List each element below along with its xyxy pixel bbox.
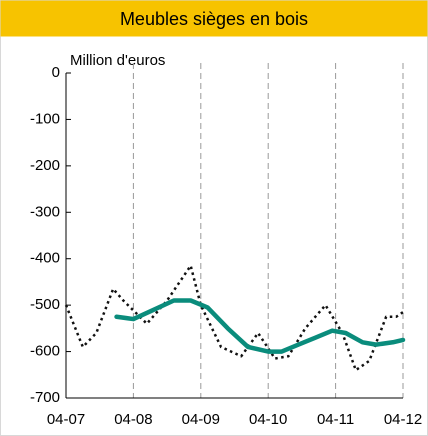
y-tick-label: 0 <box>52 64 60 81</box>
y-axis-label: Million d'euros <box>70 52 165 69</box>
title-bar <box>0 0 428 37</box>
chart-title: Meubles sièges en bois <box>120 9 308 29</box>
x-tick-label: 04-12 <box>384 411 422 428</box>
series-line <box>114 298 406 354</box>
y-tick-label: -400 <box>30 250 60 267</box>
y-tick-label: -500 <box>30 296 60 313</box>
x-tick-label: 04-07 <box>47 411 85 428</box>
x-tick-label: 04-11 <box>317 411 354 428</box>
y-tick-label: -300 <box>30 203 60 220</box>
y-tick-label: -700 <box>30 389 60 406</box>
x-tick-label: 04-08 <box>114 411 152 428</box>
y-tick-label: -200 <box>30 157 60 174</box>
x-tick-label: 04-10 <box>249 411 287 428</box>
series-line <box>64 264 404 372</box>
x-tick-label: 04-09 <box>182 411 220 428</box>
y-tick-label: -100 <box>30 110 60 127</box>
y-tick-label: -600 <box>30 343 60 360</box>
